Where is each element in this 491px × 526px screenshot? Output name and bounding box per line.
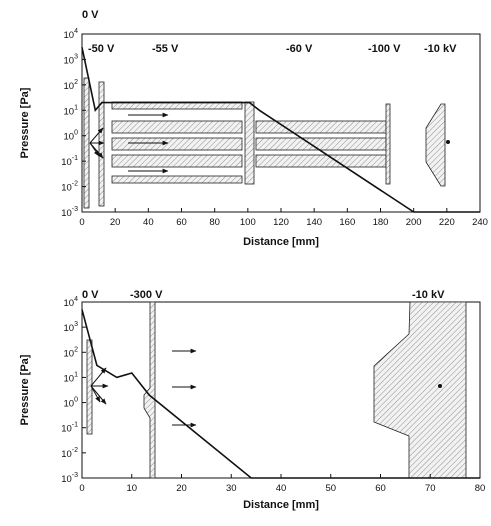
top-target-dot [446,140,450,144]
top-voltage-label-1: -50 V [88,43,115,55]
y-tick-label: 102 [64,346,79,359]
top-arrow-icon [89,127,104,144]
top-electrode-left [83,77,90,209]
y-tick-label: 103 [64,53,79,66]
top-voltage-label-2: -55 V [152,43,179,55]
y-tick-label: 100 [64,130,79,143]
top-x-axis-label: Distance [mm] [243,236,319,248]
top-y-axis-label: Pressure [Pa] [19,87,31,158]
top-electrode-lens-bar [111,137,243,151]
y-tick-label: 104 [64,28,79,41]
x-tick-label: 30 [226,483,237,494]
x-tick-label: 40 [276,483,287,494]
x-tick-label: 80 [209,217,220,228]
top-electrode-lens-bar [255,137,387,151]
y-tick-label: 101 [64,371,79,384]
y-tick-label: 10-1 [61,155,78,168]
bottom-y-axis-label: Pressure [Pa] [19,354,31,425]
x-tick-label: 20 [176,483,187,494]
top-electrode-lens-bar [255,120,387,134]
top-voltage-label-5: -10 kV [424,43,457,55]
x-tick-label: 240 [472,217,488,228]
bottom-pressure-curve [81,309,480,479]
x-tick-label: 70 [425,483,436,494]
bottom-electrode-extractor [143,301,156,479]
bottom-arrow-icon [90,385,101,403]
x-tick-label: 40 [143,217,154,228]
x-tick-label: 160 [339,217,355,228]
bottom-arrow-icon [90,385,107,405]
top-electrode-extractor [98,81,105,207]
x-tick-label: 20 [110,217,121,228]
x-tick-label: 10 [126,483,137,494]
bottom-target-dot [438,384,442,388]
top-electrode-lens-bar [255,154,387,168]
bottom-voltage-label-0: 0 V [82,289,99,301]
x-tick-label: 180 [373,217,389,228]
x-tick-label: 60 [375,483,386,494]
top-electrode-aperture [244,101,255,185]
bottom-x-axis-label: Distance [mm] [243,499,319,511]
x-tick-label: 0 [79,217,84,228]
top-electrode-lens-bar [111,175,243,184]
y-tick-label: 10-3 [61,472,78,485]
top-voltage-label-3: -60 V [286,43,313,55]
y-tick-label: 100 [64,397,79,410]
y-tick-label: 10-2 [61,181,78,194]
x-tick-label: 140 [306,217,322,228]
top-electrode-lens-bar [111,154,243,168]
top-pressure-curve [81,47,480,213]
y-tick-label: 101 [64,104,79,117]
x-tick-label: 120 [273,217,289,228]
y-tick-label: 102 [64,79,79,92]
top-electrode-ground [385,103,391,185]
x-tick-label: 100 [240,217,256,228]
y-tick-label: 10-3 [61,206,78,219]
y-tick-label: 103 [64,321,79,334]
y-tick-label: 10-2 [61,447,78,460]
x-tick-label: 50 [325,483,336,494]
bottom-voltage-label-1: -300 V [130,289,163,301]
top-electrode-target [425,103,446,187]
bottom-arrow-icon [90,367,107,387]
x-tick-label: 200 [406,217,422,228]
top-arrow-icon [89,142,100,157]
y-tick-label: 10-1 [61,422,78,435]
top-electrode-lens-bar [111,120,243,134]
y-tick-label: 104 [64,296,79,309]
bottom-plot: 0 V -300 V -10 kV 0 10 20 30 40 50 60 70 80 10-3… [19,289,485,511]
x-tick-label: 60 [176,217,187,228]
top-plot: 0 V -50 V -55 V -60 V -100 V -10 kV 0 20 4… [19,9,488,248]
x-tick-label: 80 [475,483,486,494]
bottom-electrode-target [373,301,467,479]
x-tick-label: 0 [79,483,84,494]
x-tick-label: 220 [439,217,455,228]
top-voltage-label-0: 0 V [82,9,99,21]
top-voltage-label-4: -100 V [368,43,401,55]
bottom-voltage-label-2: -10 kV [412,289,445,301]
